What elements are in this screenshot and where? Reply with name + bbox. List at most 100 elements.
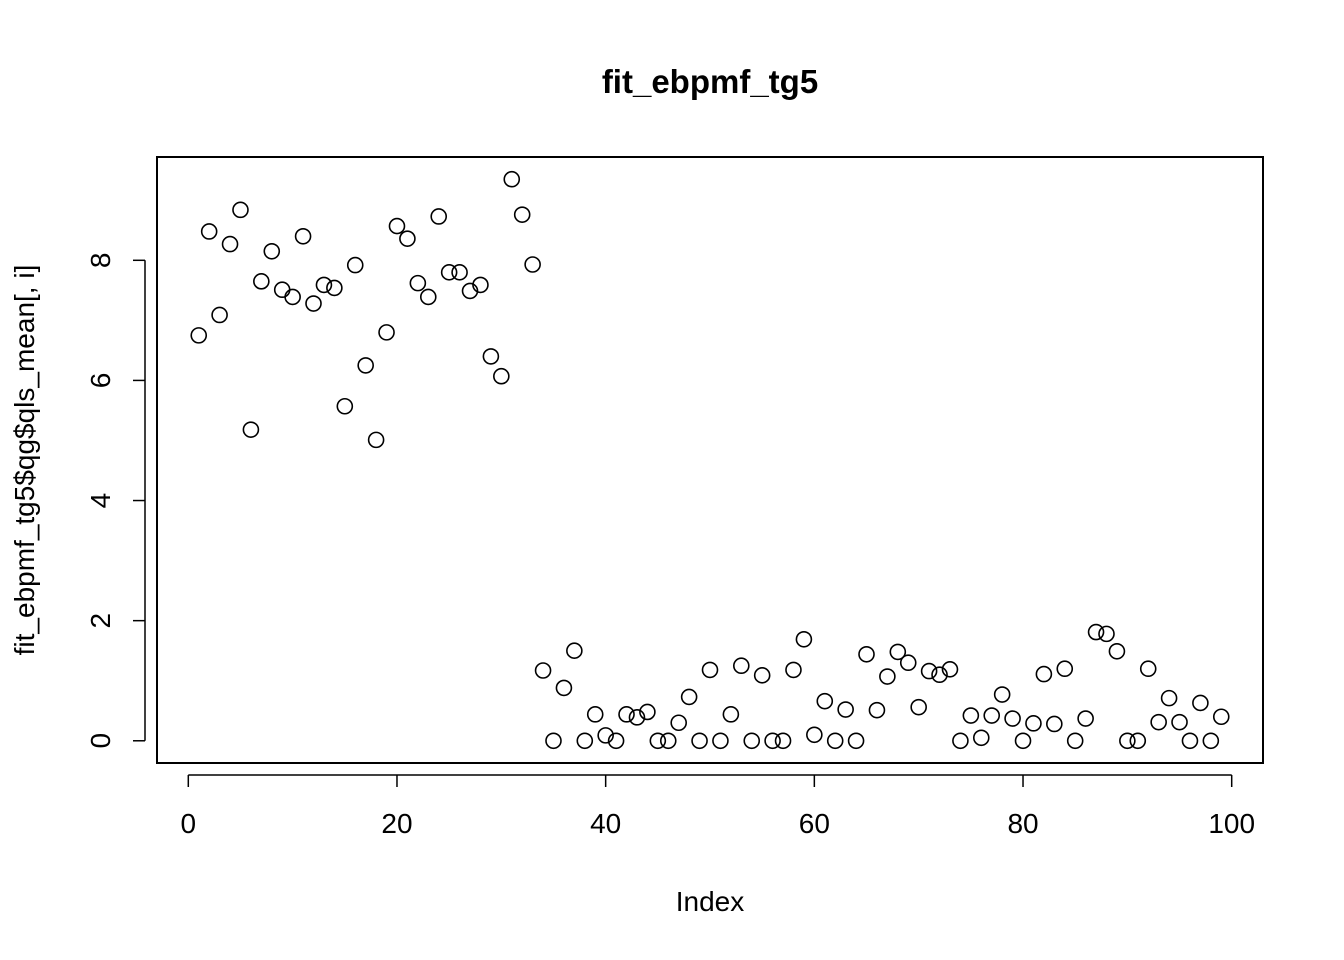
data-point xyxy=(545,732,562,750)
data-point xyxy=(409,274,427,292)
data-point xyxy=(524,256,541,273)
data-point xyxy=(503,170,521,188)
data-point xyxy=(1087,623,1105,641)
data-point xyxy=(670,714,687,732)
data-point xyxy=(816,692,834,710)
data-point xyxy=(1025,715,1042,732)
data-point xyxy=(200,223,218,240)
y-tick-label: 2 xyxy=(85,613,116,629)
data-point xyxy=(712,732,729,750)
data-point xyxy=(357,357,374,374)
data-point xyxy=(586,706,604,723)
data-point xyxy=(993,686,1011,703)
data-point xyxy=(399,230,416,247)
data-point xyxy=(879,668,896,685)
x-tick-label: 60 xyxy=(799,808,830,839)
data-point xyxy=(367,431,385,449)
data-point xyxy=(743,732,761,750)
data-point xyxy=(221,235,239,253)
data-point xyxy=(566,642,583,659)
data-point xyxy=(493,367,510,385)
data-point xyxy=(336,397,354,415)
data-point xyxy=(1181,732,1199,750)
data-point xyxy=(1212,708,1230,726)
data-point xyxy=(847,732,865,750)
x-tick-label: 0 xyxy=(181,808,197,839)
data-point xyxy=(1056,660,1074,678)
data-point xyxy=(576,732,594,750)
data-points xyxy=(190,170,1230,750)
data-point xyxy=(305,295,322,312)
y-tick-label: 4 xyxy=(85,493,116,509)
data-point xyxy=(858,645,875,663)
data-point xyxy=(618,706,635,723)
data-point xyxy=(1046,715,1063,733)
data-point xyxy=(691,732,708,750)
data-point xyxy=(1077,710,1094,727)
data-point xyxy=(440,264,458,281)
data-point xyxy=(826,732,844,750)
data-point xyxy=(972,729,990,747)
data-point xyxy=(419,288,437,306)
data-point xyxy=(451,264,468,281)
data-point xyxy=(1119,732,1136,750)
data-point xyxy=(806,726,823,744)
data-point xyxy=(1066,732,1084,750)
data-point xyxy=(1139,660,1157,678)
data-point xyxy=(211,306,228,324)
data-point xyxy=(1160,689,1178,707)
data-point xyxy=(513,206,531,223)
data-point xyxy=(346,256,364,274)
data-point xyxy=(920,662,938,680)
data-point xyxy=(1129,732,1147,750)
data-point xyxy=(430,208,448,225)
data-point xyxy=(294,227,312,245)
data-point xyxy=(1171,713,1188,731)
data-point xyxy=(461,282,479,300)
data-point xyxy=(941,661,959,678)
y-axis: 0 2 4 6 8 xyxy=(85,253,146,749)
chart-title: fit_ebpmf_tg5 xyxy=(602,63,818,100)
x-tick-label: 20 xyxy=(381,808,412,839)
data-point xyxy=(284,288,301,306)
data-point xyxy=(931,666,948,684)
y-tick-label: 0 xyxy=(85,733,116,749)
data-point xyxy=(1150,713,1167,731)
data-point xyxy=(190,327,208,344)
data-point xyxy=(962,707,980,724)
data-point xyxy=(482,348,500,365)
y-axis-label: fit_ebpmf_tg5$qg$qls_mean[, i] xyxy=(9,265,40,656)
data-point xyxy=(910,698,927,716)
data-point xyxy=(232,201,249,219)
data-point xyxy=(722,706,740,723)
data-point xyxy=(597,727,614,744)
y-tick-label: 6 xyxy=(85,373,116,389)
data-point xyxy=(889,643,907,661)
data-point xyxy=(785,661,802,679)
data-point xyxy=(273,281,291,299)
data-point xyxy=(753,667,771,684)
data-point xyxy=(680,688,698,706)
data-point xyxy=(628,709,646,726)
data-point xyxy=(1014,732,1032,750)
data-point xyxy=(326,279,343,297)
data-point xyxy=(701,661,719,679)
data-point xyxy=(733,657,750,675)
data-point xyxy=(607,732,625,750)
x-tick-label: 40 xyxy=(590,808,621,839)
data-point xyxy=(534,662,552,679)
data-point xyxy=(1098,625,1115,643)
data-point xyxy=(388,217,406,235)
x-axis-label: Index xyxy=(676,886,745,917)
data-point xyxy=(263,242,281,260)
data-point xyxy=(242,421,260,438)
data-point xyxy=(837,701,854,718)
plot-frame xyxy=(156,156,1264,764)
data-point xyxy=(472,276,489,294)
data-point xyxy=(649,732,667,750)
data-point xyxy=(774,732,792,750)
x-tick-label: 80 xyxy=(1007,808,1038,839)
data-point xyxy=(952,732,969,750)
x-axis: 0 20 40 60 80 100 xyxy=(181,774,1255,839)
